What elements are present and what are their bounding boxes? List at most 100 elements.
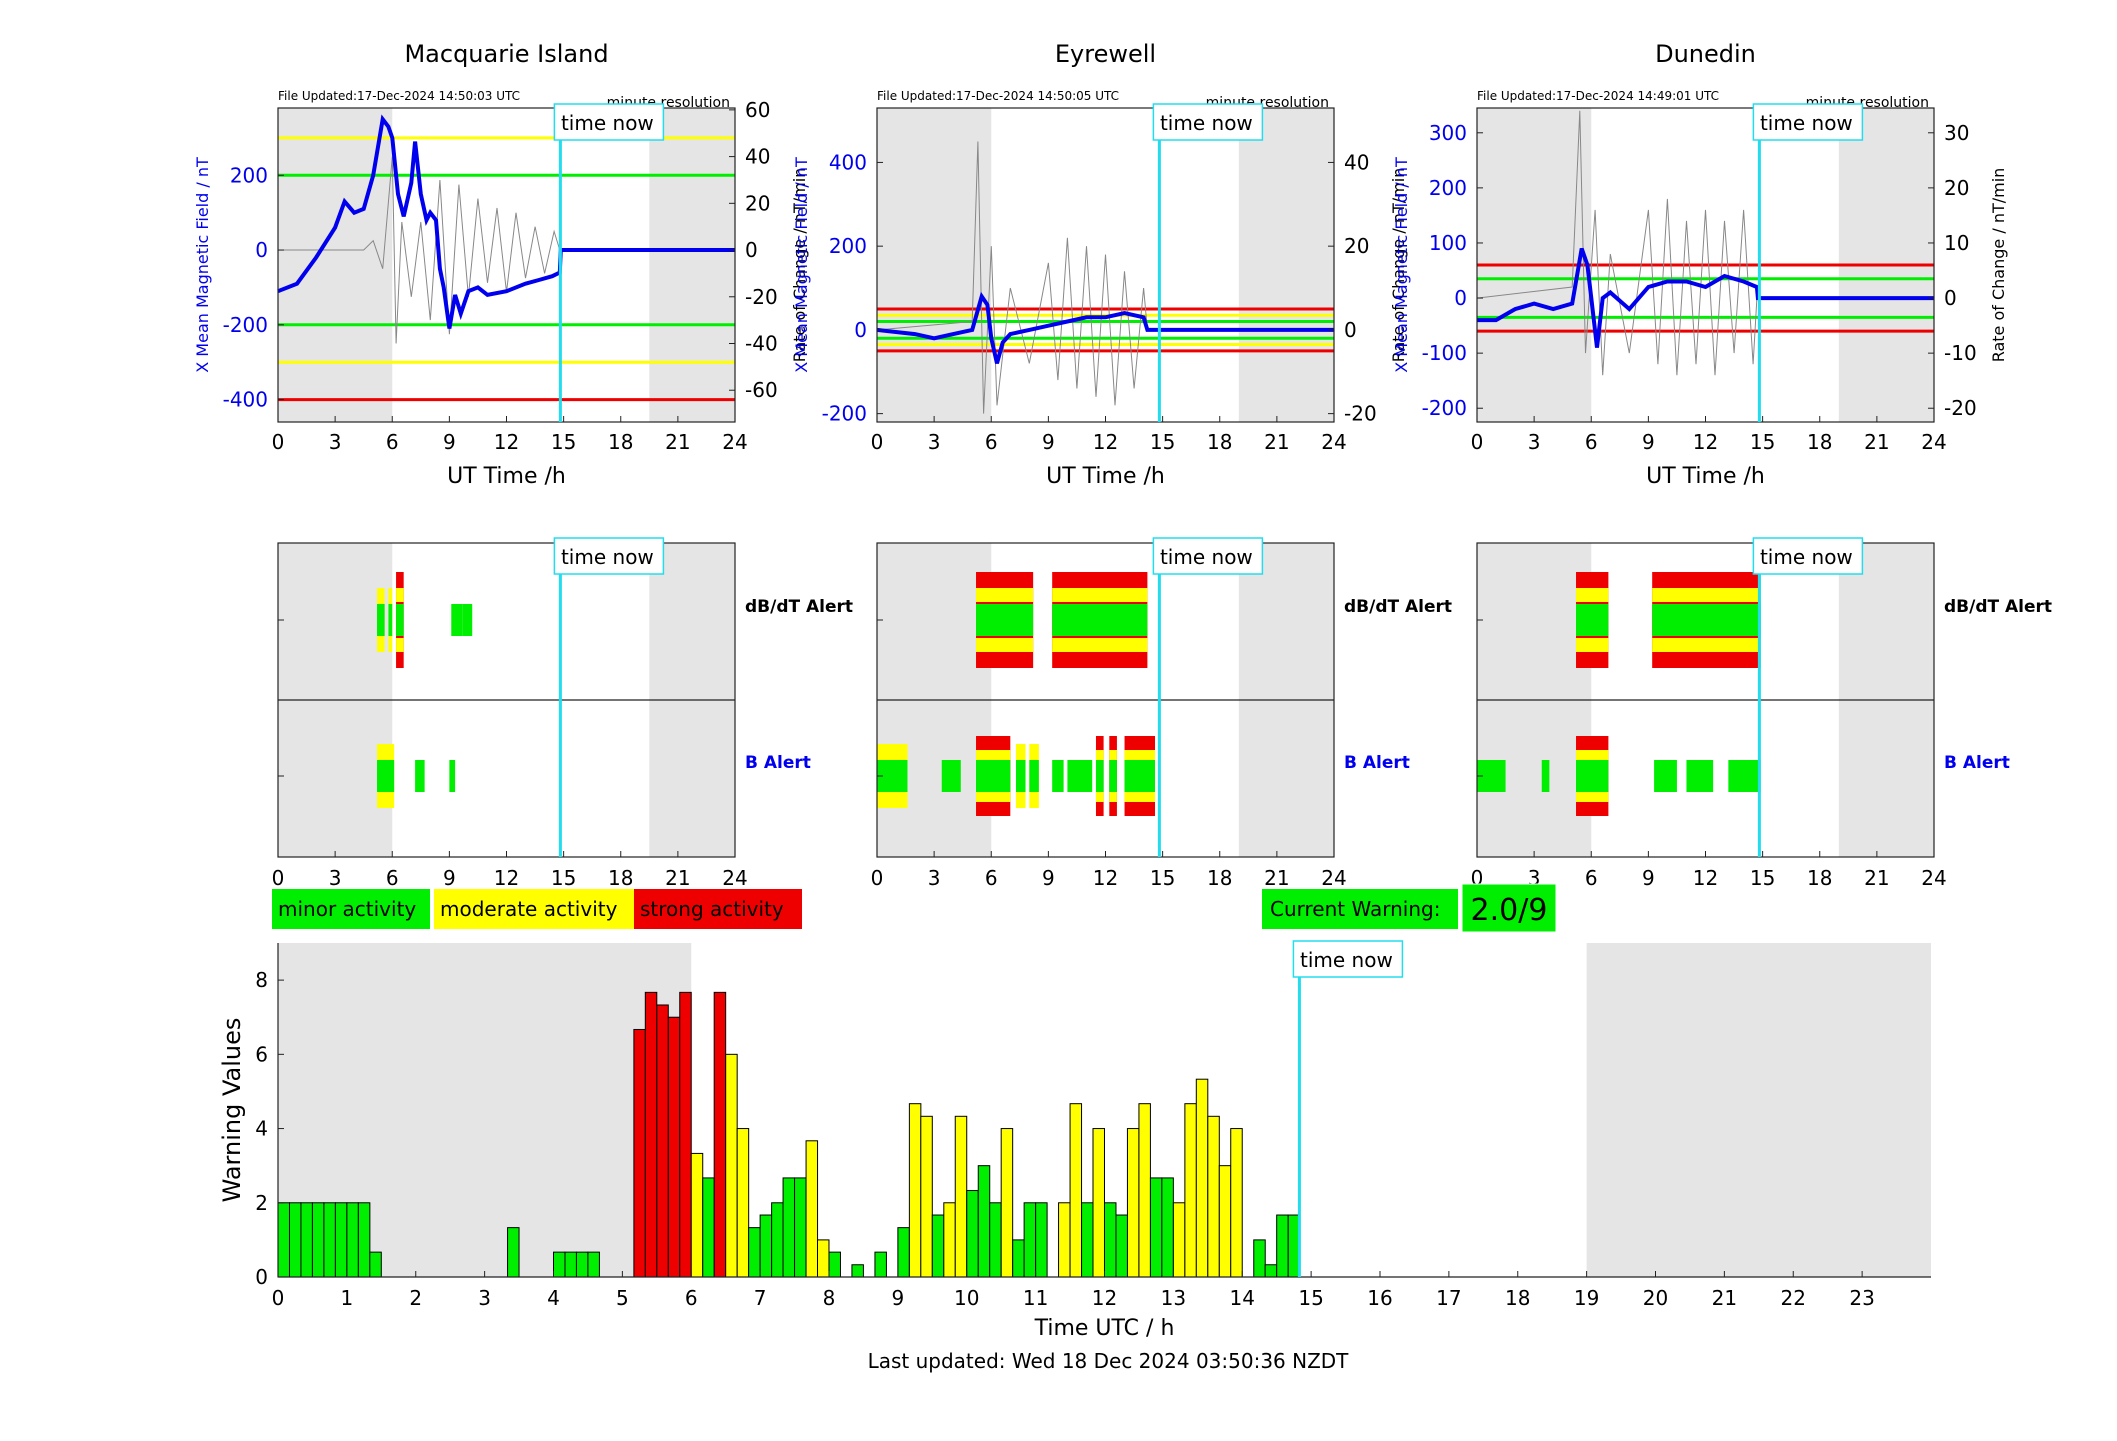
b-alert-block (1541, 760, 1550, 792)
night-shade (649, 108, 735, 422)
y-tick-label: 8 (255, 968, 268, 992)
db-alert-core (976, 604, 1034, 636)
x-tick-label: 15 (551, 430, 576, 454)
y2-tick-label: 20 (1944, 176, 1969, 200)
warning-bar (908, 1103, 922, 1278)
x-tick-label: 3 (928, 866, 941, 890)
y-axis-label: X Mean Magnetic Field / nT (193, 157, 212, 373)
field-trace (1477, 247, 1934, 348)
legend-label-moderate: moderate activity (440, 897, 618, 921)
x-tick-label: 18 (608, 430, 633, 454)
y2-tick-label: 20 (1344, 234, 1369, 258)
x-tick-label: 21 (1712, 1286, 1737, 1310)
x-tick-label: 6 (386, 866, 399, 890)
x-tick-label: 0 (871, 430, 884, 454)
warning-bar (771, 1202, 784, 1278)
x-tick-label: 15 (1750, 866, 1775, 890)
file-updated-text: File Updated:17-Dec-2024 14:49:01 UTC (1477, 89, 1719, 103)
y2-tick-label: 10 (1944, 231, 1969, 255)
x-tick-label: 0 (871, 866, 884, 890)
x-tick-label: 9 (1642, 866, 1655, 890)
x-tick-label: 8 (823, 1286, 836, 1310)
y2-axis-label: Rate of Change / nT/min (1389, 168, 1408, 363)
warning-bar (725, 1053, 738, 1278)
x-tick-label: 6 (985, 866, 998, 890)
last-updated-text: Last updated: Wed 18 Dec 2024 03:50:36 N… (868, 1349, 1350, 1373)
x-tick-label: 3 (329, 430, 342, 454)
b-alert-block (1067, 760, 1093, 792)
current-warning-value: 2.0/9 (1471, 893, 1548, 928)
db-alert-mid (1652, 638, 1761, 652)
warning-bar (1000, 1128, 1014, 1278)
db-alert-mid (976, 588, 1034, 602)
y2-tick-label: 0 (1944, 286, 1957, 310)
db-alert-mid (976, 638, 1034, 652)
warning-bar (794, 1177, 807, 1278)
x-tick-label: 24 (1921, 430, 1946, 454)
x-tick-label: 21 (1864, 430, 1889, 454)
warning-bar (1081, 1202, 1094, 1278)
y-tick-label: 200 (829, 234, 867, 258)
db-alert-core (388, 604, 393, 636)
night-shade (877, 108, 992, 422)
y-axis-label: Warning Values (218, 1018, 246, 1203)
db-alert-core (1652, 604, 1761, 636)
x-tick-label: 18 (1207, 866, 1232, 890)
warning-bar (656, 1004, 669, 1278)
warning-bar (564, 1251, 577, 1278)
b-alert-core (1124, 760, 1156, 792)
x-tick-label: 6 (386, 430, 399, 454)
y2-tick-label: 60 (745, 98, 770, 122)
x-tick-label: 6 (685, 1286, 698, 1310)
warning-bar (1092, 1128, 1105, 1278)
x-tick-label: 13 (1161, 1286, 1186, 1310)
b-alert-mid (976, 750, 1011, 760)
warning-bar (1149, 1177, 1163, 1278)
x-tick-label: 21 (665, 430, 690, 454)
x-axis-label: Time UTC / h (1034, 1316, 1175, 1341)
field-trace (876, 291, 1334, 364)
x-tick-label: 18 (608, 866, 633, 890)
station-title: Macquarie Island (404, 40, 608, 68)
warning-bar (587, 1251, 600, 1278)
warning-bar (553, 1251, 566, 1278)
y2-tick-label: -40 (745, 332, 778, 356)
db-alert-mid (1576, 638, 1609, 652)
now-label: time now (561, 545, 654, 569)
warning-bar (851, 1264, 864, 1278)
y2-tick-label: -20 (745, 285, 778, 309)
now-label: time now (1160, 545, 1253, 569)
y-tick-label: 0 (854, 318, 867, 342)
warning-bar (713, 991, 727, 1278)
db-alert-mid (1576, 588, 1609, 602)
warning-bar (507, 1227, 520, 1278)
x-tick-label: 16 (1367, 1286, 1392, 1310)
x-tick-label: 12 (494, 866, 519, 890)
x-tick-label: 24 (722, 866, 747, 890)
warning-bar (644, 991, 658, 1278)
now-label-box (1152, 103, 1264, 141)
y2-tick-label: 0 (745, 238, 758, 262)
y2-tick-label: -20 (1944, 396, 1977, 420)
now-label: time now (1300, 948, 1393, 972)
b-alert-label: B Alert (745, 753, 811, 773)
x-tick-label: 24 (1321, 430, 1346, 454)
warning-bar (289, 1202, 302, 1278)
warning-bar (966, 1190, 979, 1278)
x-tick-label: 12 (494, 430, 519, 454)
x-tick-label: 18 (1807, 866, 1832, 890)
b-alert-mid (1109, 792, 1117, 802)
file-updated-text: File Updated:17-Dec-2024 14:50:03 UTC (278, 89, 520, 103)
b-alert-block (1654, 760, 1677, 792)
legend-swatch-strong (634, 889, 802, 929)
x-tick-label: 0 (272, 430, 285, 454)
now-label: time now (1760, 111, 1853, 135)
b-alert-mid (1095, 750, 1104, 760)
db-alert-block (451, 604, 463, 636)
warning-bar (920, 1115, 933, 1278)
x-tick-label: 12 (1093, 430, 1118, 454)
y-tick-label: 0 (255, 238, 268, 262)
warning-bar (874, 1251, 887, 1278)
x-tick-label: 22 (1781, 1286, 1806, 1310)
x-tick-label: 7 (754, 1286, 767, 1310)
